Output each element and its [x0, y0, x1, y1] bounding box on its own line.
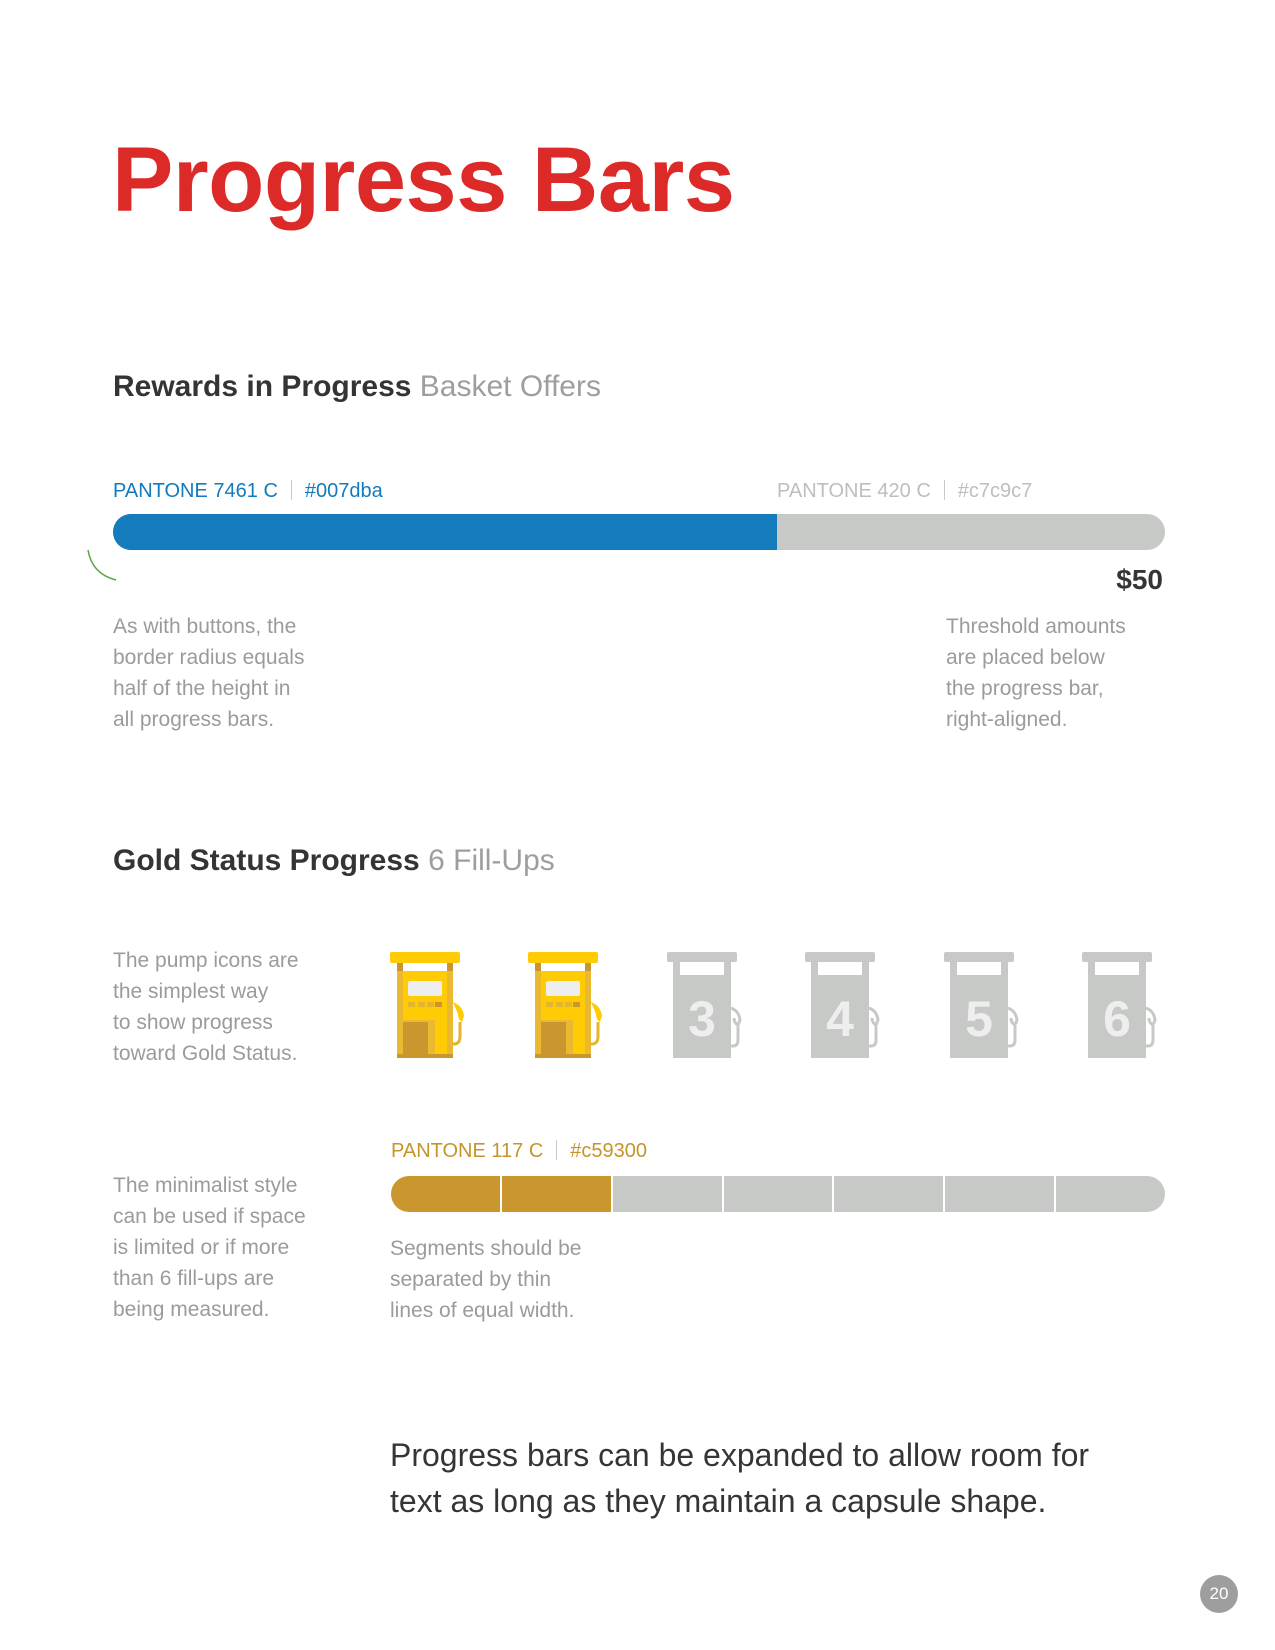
track-hex: #c7c9c7 — [957, 480, 1033, 502]
separator — [290, 480, 292, 500]
track-color-label: PANTONE 420 C #c7c9c7 — [777, 480, 1032, 501]
note-line: the simplest way — [113, 980, 269, 1003]
gold-heading-strong: Gold Status Progress — [113, 844, 420, 877]
note-line: As with buttons, the — [113, 615, 297, 638]
fuel-pump-empty-icon: 5 — [944, 952, 1019, 1058]
progress-segment-empty — [834, 1176, 944, 1212]
closing-line: Progress bars can be expanded to allow r… — [390, 1437, 1090, 1473]
note-line: The pump icons are — [113, 949, 299, 972]
svg-text:3: 3 — [688, 991, 716, 1047]
note-line: the progress bar, — [946, 677, 1104, 700]
note-line: are placed below — [946, 646, 1105, 669]
rewards-heading-strong: Rewards in Progress — [113, 370, 412, 403]
note-line: Segments should be — [390, 1237, 582, 1260]
note-line: border radius equals — [113, 646, 305, 669]
note-line: can be used if space — [113, 1205, 306, 1228]
progress-segment-empty — [612, 1176, 722, 1212]
note-line: lines of equal width. — [390, 1299, 575, 1322]
note-line: right-aligned. — [946, 708, 1068, 731]
capsule-shape-note: Progress bars can be expanded to allow r… — [390, 1432, 1190, 1524]
progress-segment-empty — [1056, 1176, 1165, 1212]
fuel-pump-empty-icon: 6 — [1082, 952, 1157, 1058]
rewards-heading-light: Basket Offers — [419, 370, 601, 403]
svg-text:4: 4 — [826, 991, 854, 1047]
segment-hex: #c59300 — [570, 1140, 648, 1162]
fill-pantone: PANTONE 7461 C — [113, 480, 278, 502]
fuel-pump-empty-icon: 4 — [805, 952, 880, 1058]
note-line: than 6 fill-ups are — [113, 1267, 275, 1290]
fill-hex: #007dba — [304, 480, 383, 502]
note-line: all progress bars. — [113, 708, 275, 731]
progress-segment-empty — [723, 1176, 833, 1212]
segments-note: Segments should be separated by thin lin… — [390, 1233, 650, 1326]
svg-text:5: 5 — [965, 991, 993, 1047]
note-line: Threshold amounts — [946, 615, 1126, 638]
note-line: The minimalist style — [113, 1174, 298, 1197]
note-line: being measured. — [113, 1298, 270, 1321]
threshold-amount: $50 — [1116, 564, 1163, 595]
pump-icons-note: The pump icons are the simplest way to s… — [113, 945, 373, 1069]
separator — [556, 1140, 558, 1160]
note-line: toward Gold Status. — [113, 1042, 298, 1065]
closing-line: text as long as they maintain a capsule … — [390, 1483, 1047, 1519]
progress-segment-empty — [945, 1176, 1055, 1212]
separator — [943, 480, 945, 500]
page-number-badge: 20 — [1200, 1575, 1238, 1613]
segment-pantone: PANTONE 117 C — [391, 1140, 544, 1162]
fuel-pump-filled-icon — [390, 952, 464, 1058]
note-line: is limited or if more — [113, 1236, 290, 1259]
progress-segment-filled — [391, 1176, 500, 1212]
minimalist-note: The minimalist style can be used if spac… — [113, 1170, 373, 1325]
fill-color-label: PANTONE 7461 C #007dba — [113, 480, 383, 501]
svg-text:6: 6 — [1103, 991, 1131, 1047]
fuel-pump-filled-icon — [528, 952, 602, 1058]
note-line: half of the height in — [113, 677, 291, 700]
rewards-progress-bar — [113, 514, 1165, 550]
gold-segmented-progress-bar — [391, 1176, 1165, 1212]
note-line: separated by thin — [390, 1268, 552, 1291]
border-radius-note: As with buttons, the border radius equal… — [113, 611, 373, 735]
threshold-note: Threshold amounts are placed below the p… — [946, 611, 1176, 735]
gold-section-heading: Gold Status Progress 6 Fill-Ups — [113, 846, 555, 876]
rewards-section-heading: Rewards in Progress Basket Offers — [113, 372, 601, 402]
rewards-progress-fill — [113, 514, 777, 550]
page-title: Progress Bars — [112, 129, 735, 231]
track-pantone: PANTONE 420 C — [777, 480, 931, 502]
progress-segment-filled — [501, 1176, 611, 1212]
radius-annotation-arc-icon — [87, 549, 117, 581]
note-line: to show progress — [113, 1011, 273, 1034]
fuel-pump-empty-icon: 3 — [667, 952, 742, 1058]
segment-color-label: PANTONE 117 C #c59300 — [391, 1140, 647, 1161]
gold-heading-light: 6 Fill-Ups — [428, 844, 555, 877]
